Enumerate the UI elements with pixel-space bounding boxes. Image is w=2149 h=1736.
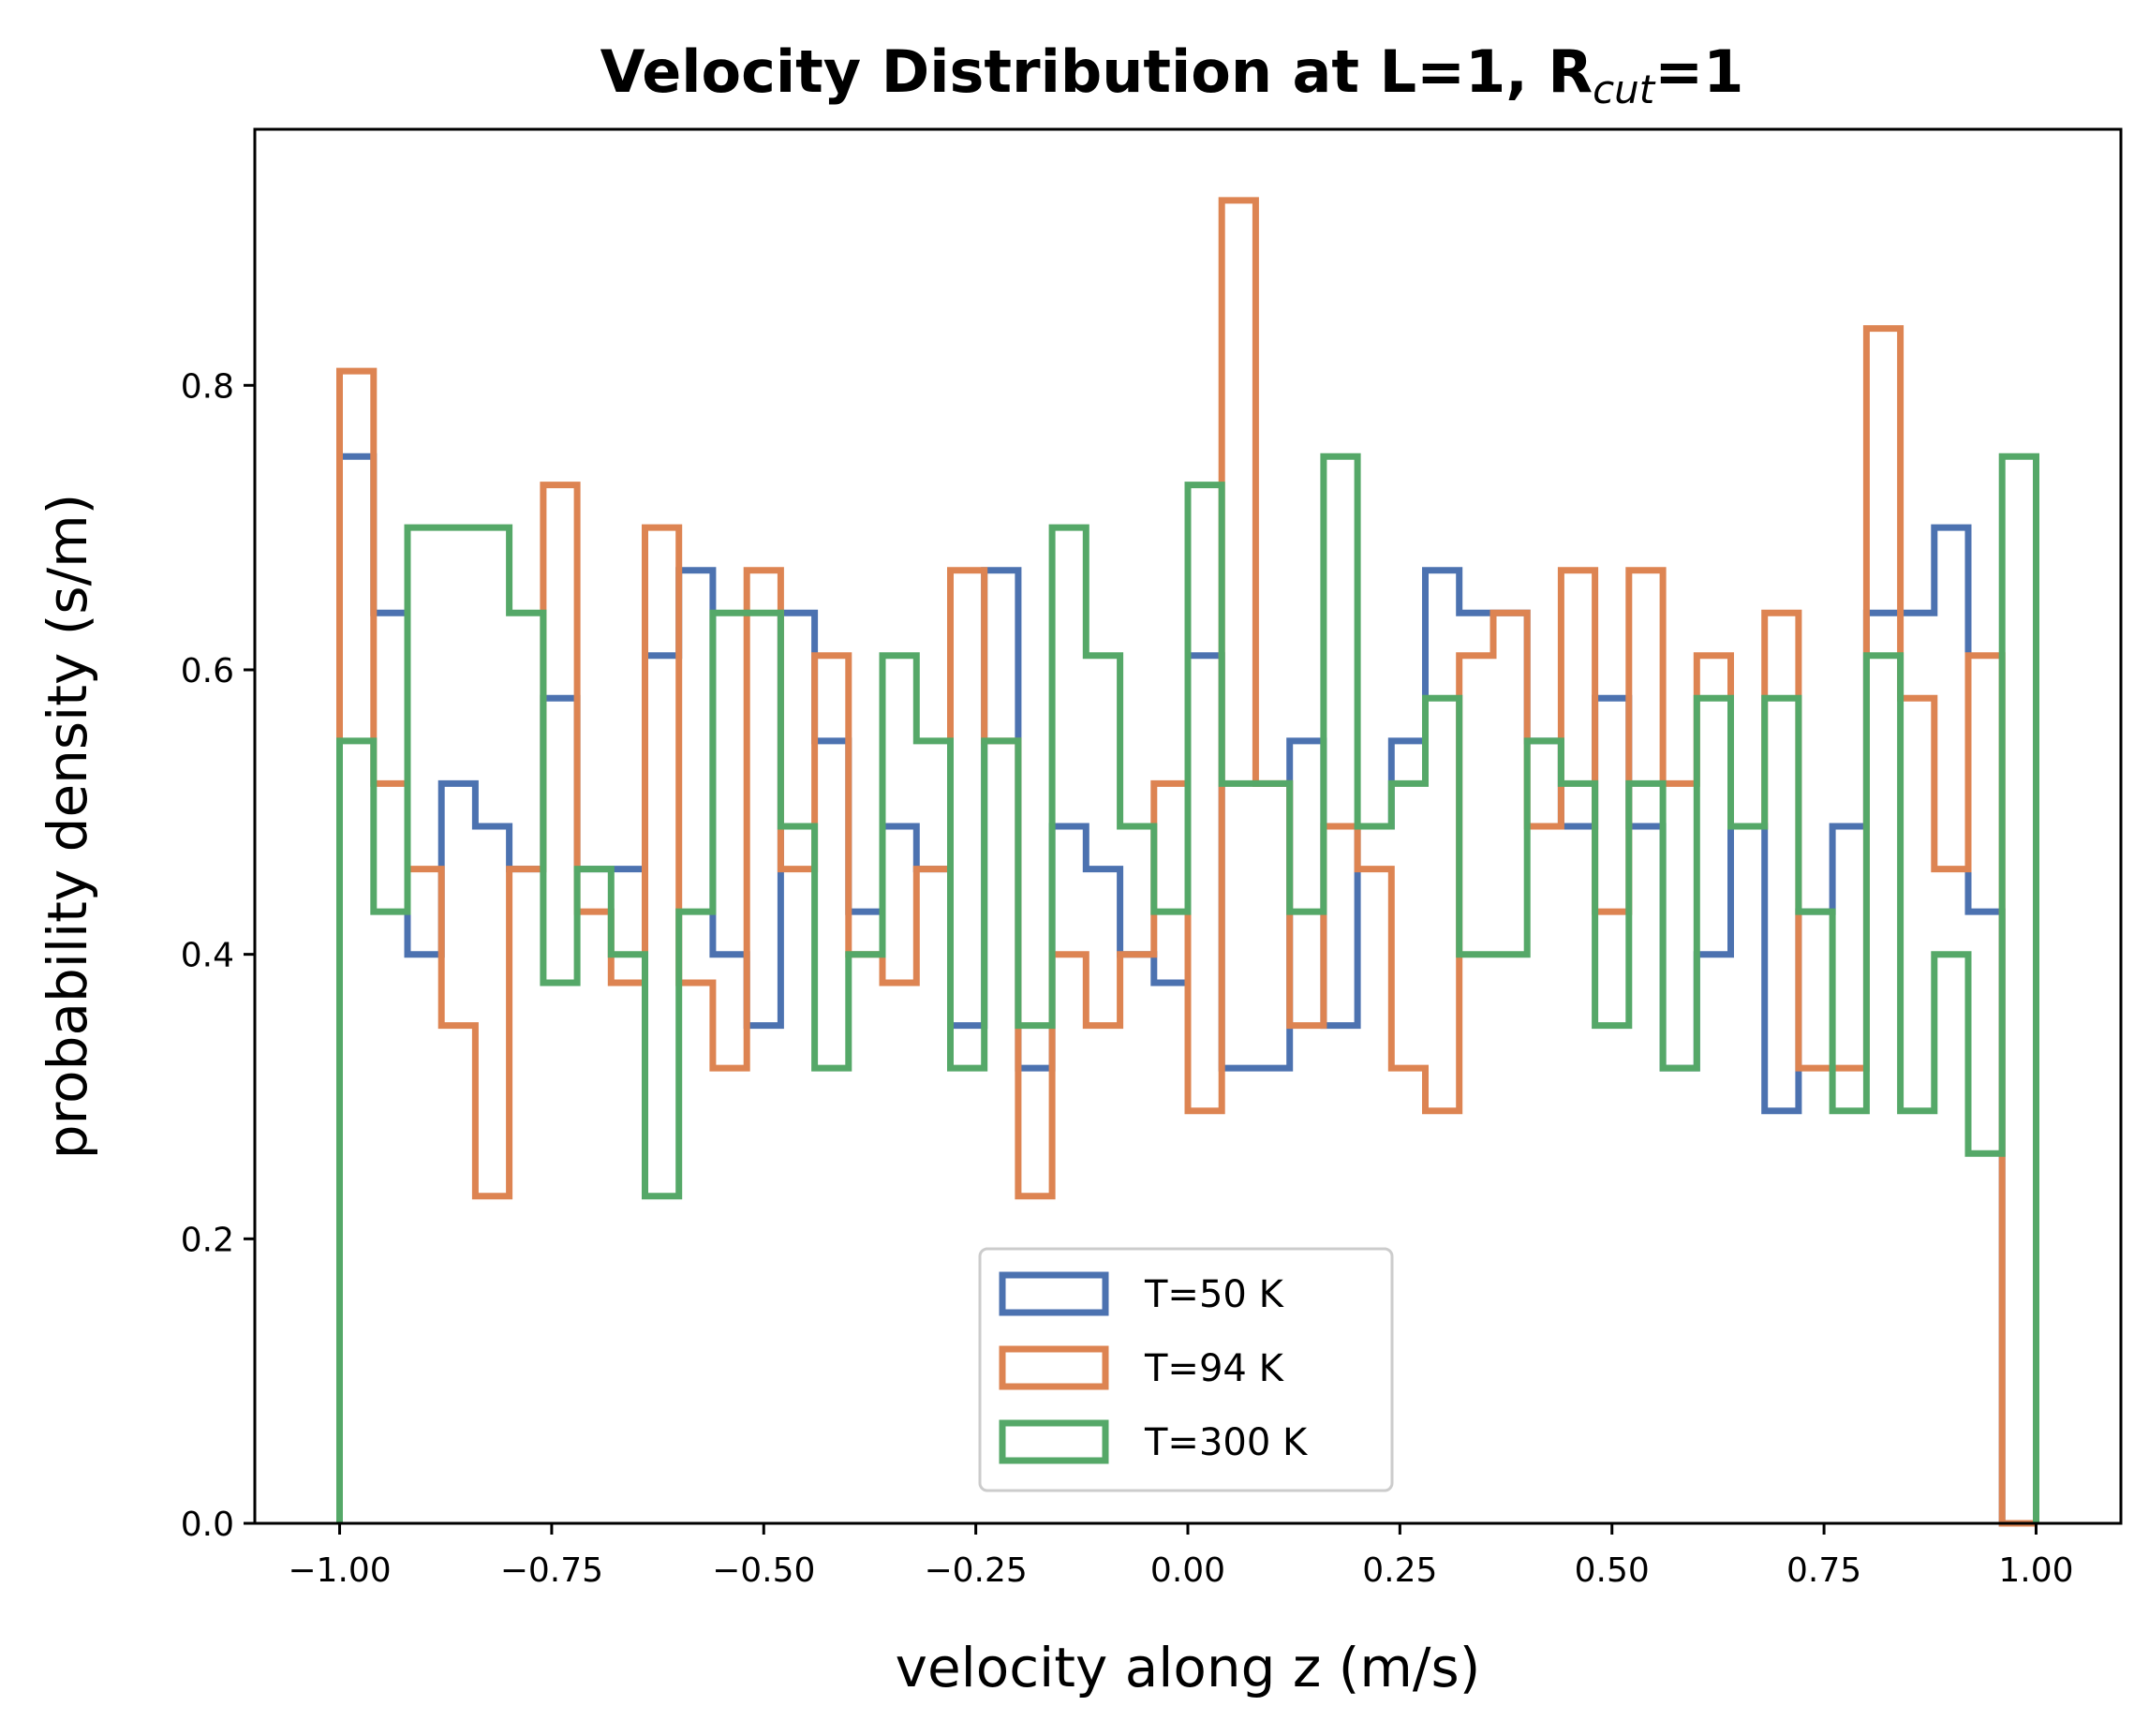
y-tick-label: 0.0 [181,1506,234,1544]
series-outline-2 [336,453,2039,1523]
y-tick-label: 0.4 [181,937,234,975]
x-tick-label: 0.50 [1575,1551,1650,1590]
y-axis-title: probability density (s/m) [36,494,99,1160]
y-tick-label: 0.8 [181,367,234,406]
series-layer [336,197,2039,1527]
tick-layer: −1.00 −0.75 −0.50 −0.25 0.00 0.25 0.50 0.75 1.00… [181,367,2074,1590]
x-tick-label: 0.25 [1362,1551,1437,1590]
legend-label: T=94 K [1144,1347,1285,1390]
plot-frame [253,127,2123,1525]
legend-swatch [999,1271,1109,1316]
x-tick-label: −0.50 [712,1551,815,1590]
y-tick-label: 0.6 [181,652,234,690]
x-tick-label: 0.00 [1150,1551,1225,1590]
chart-title: Velocity Distribution at L=1, Rcut=1 [600,37,1744,112]
legend: T=50 K T=94 K T=300 K [978,1247,1394,1492]
x-tick-label: 1.00 [1998,1551,2073,1590]
legend-label: T=50 K [1144,1273,1285,1316]
legend-swatch [999,1345,1109,1390]
y-tick-label: 0.2 [181,1221,234,1259]
x-axis-title: velocity along z (m/s) [896,1636,1481,1699]
chart-title-subscript: cut [1593,67,1656,112]
legend-label: T=300 K [1144,1421,1309,1464]
x-tick-label: −0.25 [924,1551,1027,1590]
x-tick-label: −1.00 [288,1551,391,1590]
x-tick-label: −0.75 [500,1551,603,1590]
chart-title-tail: =1 [1654,37,1743,106]
legend-swatch [999,1419,1109,1464]
x-tick-label: 0.75 [1786,1551,1861,1590]
legend-entries: T=50 K T=94 K T=300 K [999,1271,1309,1464]
chart-title-main: Velocity Distribution at L=1, R [600,37,1593,106]
